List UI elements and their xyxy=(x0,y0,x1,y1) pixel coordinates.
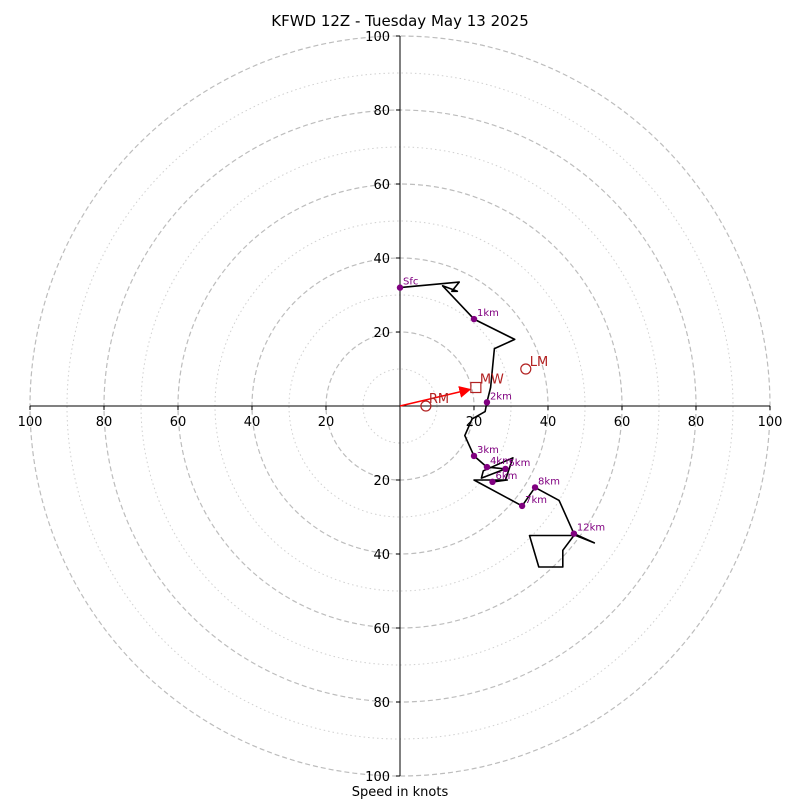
chart-title: KFWD 12Z - Tuesday May 13 2025 xyxy=(271,12,529,30)
y-tick-label: 80 xyxy=(373,104,390,119)
height-marker-dot xyxy=(396,284,404,291)
height-marker-label: 7km xyxy=(525,495,547,506)
mean-wind-arrow xyxy=(399,386,472,407)
height-marker-dot xyxy=(502,465,509,473)
left-mover-marker xyxy=(520,363,532,375)
height-marker-dot xyxy=(531,484,539,491)
y-tick-label: 100 xyxy=(365,770,390,785)
height-marker-dot xyxy=(483,399,491,406)
height-marker-dot xyxy=(470,452,478,460)
y-tick-label: 20 xyxy=(373,326,390,341)
right-mover-marker xyxy=(420,400,432,412)
x-tick-label: 60 xyxy=(170,415,187,430)
y-tick-label: 80 xyxy=(373,696,390,711)
hodograph-trace-line xyxy=(399,281,596,568)
height-marker-label: 1km xyxy=(477,308,499,319)
height-marker-label: 12km xyxy=(577,523,605,534)
x-axis-label: Speed in knots xyxy=(352,785,449,800)
height-marker-label: 3km xyxy=(477,445,499,456)
x-tick-label: 100 xyxy=(18,415,43,430)
x-tick-label: 60 xyxy=(614,415,631,430)
height-marker-label: 2km xyxy=(490,391,512,402)
x-tick-label: 100 xyxy=(758,415,783,430)
x-tick-label: 80 xyxy=(688,415,705,430)
height-marker-dot xyxy=(518,502,526,510)
height-marker-label: 6km xyxy=(496,471,518,482)
height-marker-dot xyxy=(489,478,496,486)
height-marker-label: 5km xyxy=(508,458,530,469)
height-marker-label: 4km xyxy=(490,456,512,467)
mean-wind-marker xyxy=(470,381,482,394)
y-tick-label: 60 xyxy=(373,178,390,193)
right-mover-label: RM xyxy=(429,392,449,407)
height-marker-dot xyxy=(483,463,491,471)
y-tick-label: 20 xyxy=(373,474,390,489)
left-mover-label: LM xyxy=(530,355,548,370)
x-tick-label: 80 xyxy=(96,415,113,430)
y-tick-label: 40 xyxy=(373,252,390,267)
height-marker-dot xyxy=(470,315,478,323)
height-marker-dot xyxy=(570,530,578,537)
x-tick-label: 20 xyxy=(318,415,335,430)
x-tick-label: 20 xyxy=(466,415,483,430)
y-tick-label: 100 xyxy=(365,30,390,45)
y-tick-label: 40 xyxy=(373,548,390,563)
mean-wind-label: MW xyxy=(480,373,504,388)
y-tick-label: 60 xyxy=(373,622,390,637)
x-tick-label: 40 xyxy=(540,415,557,430)
wind-trace xyxy=(399,281,596,568)
x-tick-label: 40 xyxy=(244,415,261,430)
tick-labels: 100 80 60 40 20 20 40 60 80 100 100 80 60 40 20 20 40 60 8… xyxy=(18,30,783,785)
storm-motion: MW RM LM xyxy=(399,355,548,412)
height-marker-label: 8km xyxy=(538,476,560,487)
height-marker-label: Sfc xyxy=(403,277,418,288)
